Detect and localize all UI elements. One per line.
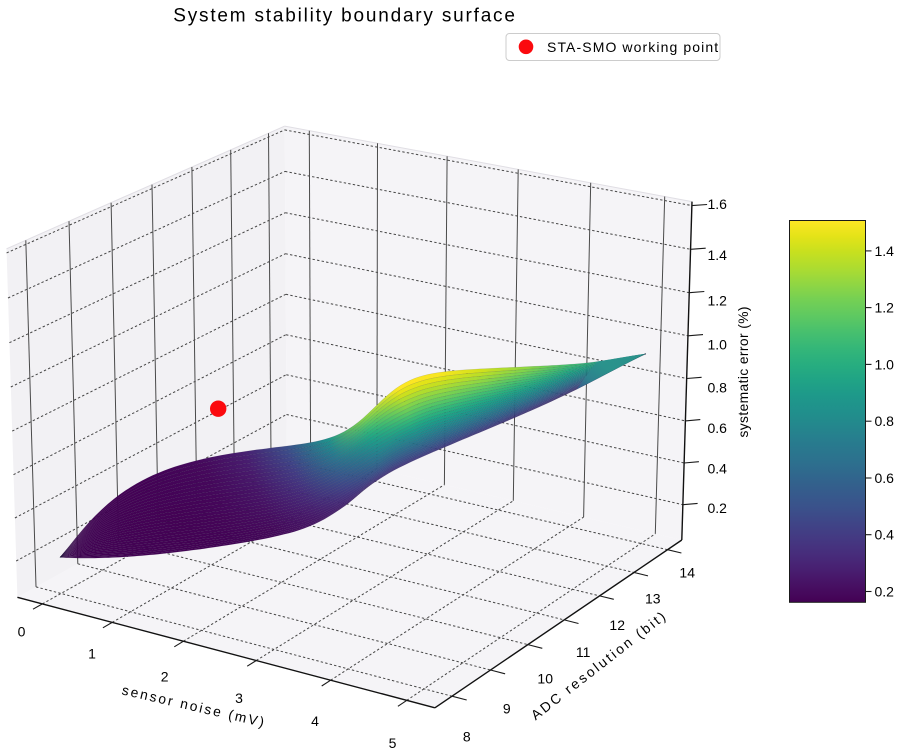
svg-text:systematic error (%): systematic error (%) <box>736 306 751 437</box>
svg-text:1.6: 1.6 <box>708 196 728 212</box>
svg-text:STA-SMO working point: STA-SMO working point <box>547 39 719 55</box>
svg-text:0.6: 0.6 <box>708 420 728 436</box>
svg-text:1.0: 1.0 <box>875 356 895 372</box>
svg-text:1: 1 <box>88 645 96 661</box>
svg-text:0.2: 0.2 <box>708 500 728 516</box>
svg-text:1.4: 1.4 <box>708 247 728 263</box>
svg-text:1.0: 1.0 <box>708 337 728 353</box>
svg-text:0.2: 0.2 <box>875 583 895 599</box>
svg-text:System stability boundary surf: System stability boundary surface <box>173 5 516 26</box>
svg-text:0.4: 0.4 <box>708 461 728 477</box>
svg-text:0.6: 0.6 <box>875 470 895 486</box>
svg-text:1.2: 1.2 <box>875 300 895 316</box>
svg-text:11: 11 <box>576 644 591 660</box>
svg-text:8: 8 <box>463 729 471 745</box>
svg-text:0: 0 <box>18 624 26 640</box>
svg-text:1.2: 1.2 <box>708 293 728 309</box>
svg-text:9: 9 <box>503 700 511 716</box>
svg-text:1.4: 1.4 <box>875 243 895 259</box>
svg-text:0.4: 0.4 <box>875 527 895 543</box>
svg-text:0.8: 0.8 <box>875 413 895 429</box>
svg-text:10: 10 <box>537 671 553 687</box>
svg-text:14: 14 <box>679 565 695 581</box>
svg-text:4: 4 <box>311 713 319 729</box>
svg-text:2: 2 <box>161 668 169 684</box>
svg-text:0.8: 0.8 <box>708 380 728 396</box>
svg-text:13: 13 <box>645 590 661 606</box>
svg-text:12: 12 <box>609 617 625 633</box>
svg-text:3: 3 <box>235 690 243 706</box>
svg-text:5: 5 <box>389 735 397 751</box>
